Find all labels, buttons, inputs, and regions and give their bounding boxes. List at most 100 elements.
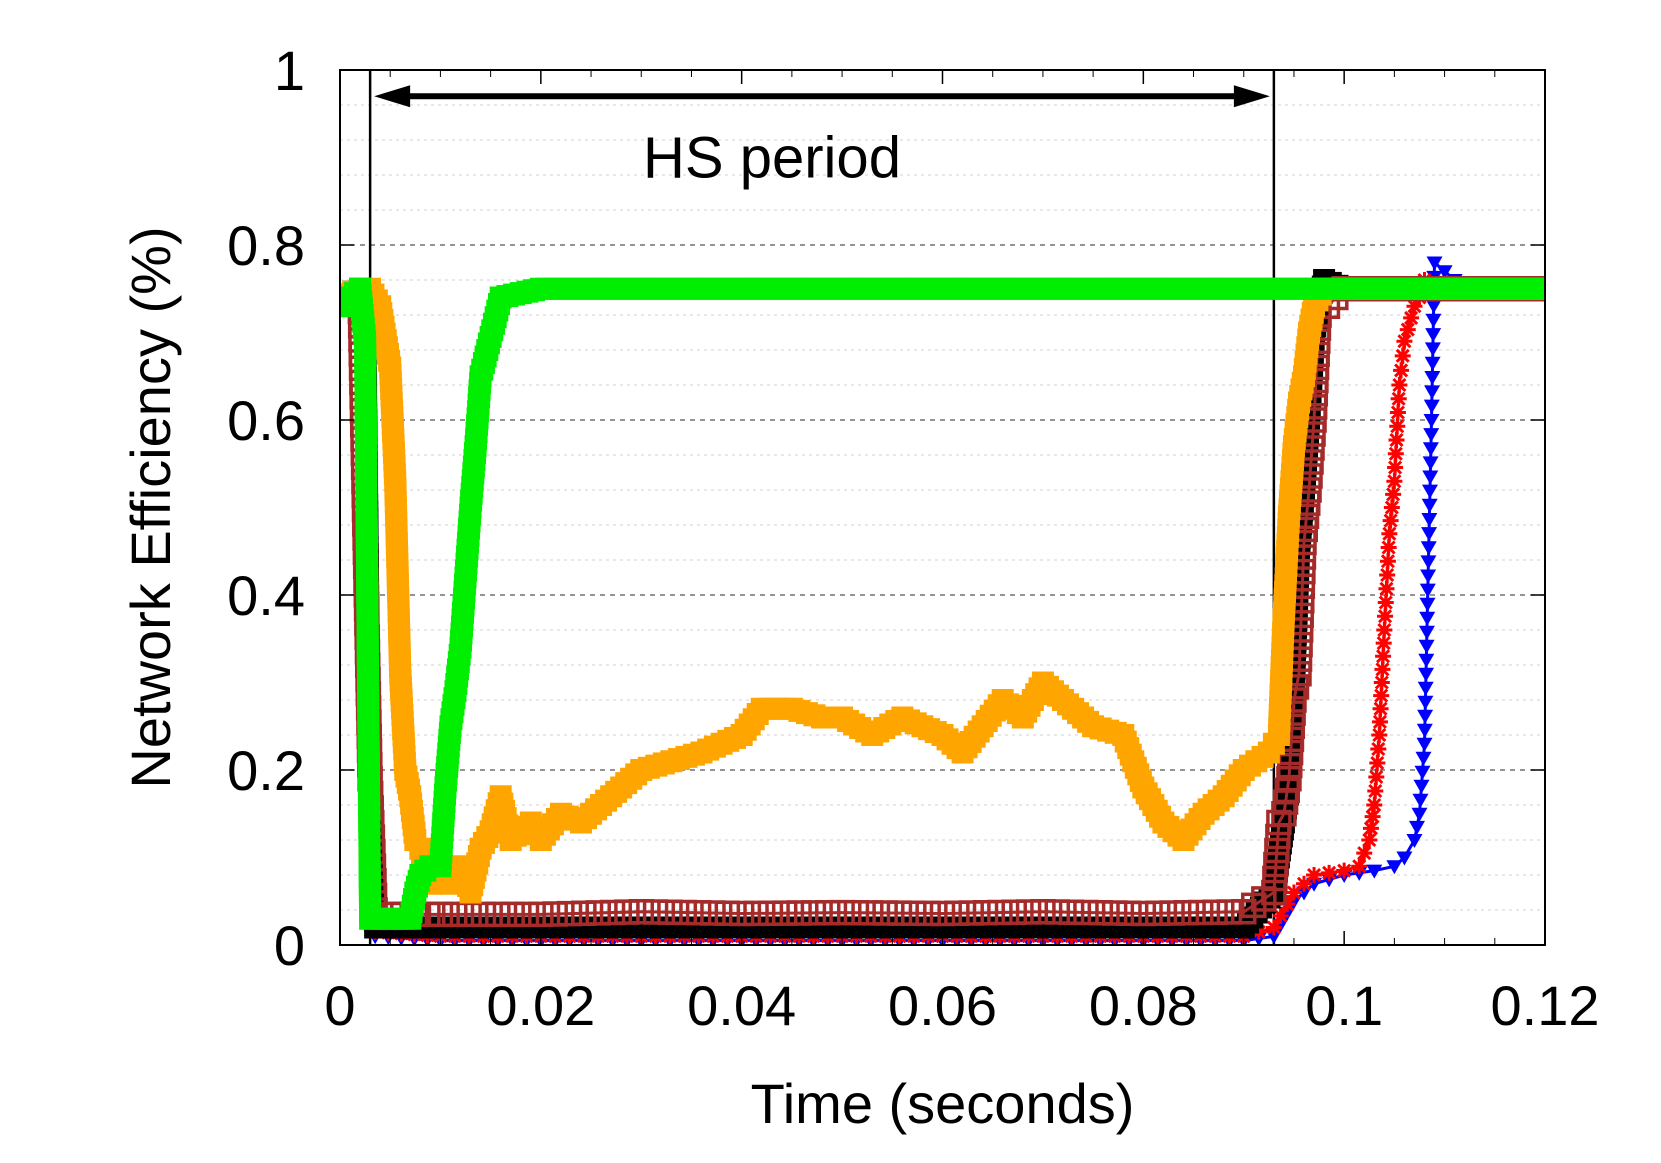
data-point bbox=[1416, 723, 1433, 738]
data-point bbox=[915, 900, 941, 927]
data-point bbox=[1418, 625, 1435, 640]
data-point bbox=[1367, 783, 1384, 799]
data-point bbox=[1425, 313, 1442, 328]
data-point bbox=[442, 901, 468, 928]
data-point bbox=[1262, 865, 1288, 892]
data-point bbox=[1421, 512, 1438, 527]
data-point bbox=[1396, 333, 1413, 350]
data-point bbox=[1373, 687, 1390, 704]
data-point bbox=[1417, 695, 1434, 710]
data-point bbox=[1379, 553, 1396, 570]
hs-period-label: HS period bbox=[643, 126, 901, 191]
data-point bbox=[1423, 399, 1440, 414]
data-point bbox=[1265, 930, 1282, 945]
data-point bbox=[1394, 347, 1411, 364]
data-point bbox=[1389, 404, 1406, 421]
data-point bbox=[1436, 265, 1453, 280]
data-point bbox=[1416, 737, 1433, 752]
data-point bbox=[1420, 555, 1437, 570]
data-point bbox=[1399, 321, 1416, 338]
x-tick-label: 0.06 bbox=[888, 974, 997, 1037]
data-point bbox=[1296, 875, 1312, 892]
data-point bbox=[1391, 377, 1408, 393]
data-point bbox=[1044, 899, 1071, 925]
data-point bbox=[1390, 390, 1407, 407]
data-point bbox=[987, 899, 1013, 926]
data-point bbox=[1385, 486, 1402, 503]
series-layer bbox=[340, 256, 1545, 945]
data-point bbox=[1361, 832, 1378, 848]
data-point bbox=[1375, 648, 1392, 665]
data-point bbox=[1413, 779, 1430, 794]
data-point bbox=[657, 899, 683, 925]
data-point bbox=[1425, 299, 1442, 314]
data-point bbox=[1202, 899, 1228, 925]
data-point bbox=[571, 900, 597, 926]
data-point bbox=[1351, 858, 1368, 875]
data-point bbox=[585, 900, 611, 926]
data-point bbox=[1388, 432, 1405, 448]
x-tick-label: 0.02 bbox=[486, 974, 595, 1037]
series-line bbox=[340, 287, 1545, 894]
data-point bbox=[1412, 793, 1429, 808]
data-point bbox=[1534, 277, 1545, 300]
data-point bbox=[700, 900, 726, 926]
data-point bbox=[1422, 470, 1439, 485]
data-point bbox=[599, 899, 626, 926]
data-point bbox=[1366, 864, 1383, 879]
grid bbox=[340, 104, 1545, 911]
y-tick-label: 0 bbox=[274, 914, 305, 977]
data-point bbox=[1387, 445, 1404, 462]
data-point bbox=[843, 900, 870, 926]
data-point bbox=[1419, 597, 1436, 612]
data-point bbox=[1116, 900, 1142, 926]
data-point bbox=[1386, 860, 1403, 875]
x-tick-label: 0.04 bbox=[687, 974, 796, 1037]
data-point bbox=[1423, 428, 1440, 443]
data-point bbox=[1422, 456, 1439, 471]
data-point bbox=[470, 901, 497, 928]
data-point bbox=[1406, 298, 1423, 315]
data-point bbox=[1418, 667, 1435, 682]
data-point bbox=[1144, 900, 1171, 926]
data-point bbox=[1376, 622, 1393, 638]
data-point bbox=[1418, 653, 1435, 668]
data-point bbox=[1421, 484, 1438, 499]
axis-ticks: 0 0.02 0.04 0.06 0.08 0.1 0.12 0 0.2 0.4 0.6 0.8 1 bbox=[227, 39, 1599, 1037]
data-point bbox=[1424, 342, 1441, 357]
hs-arrow-head-left bbox=[374, 85, 411, 108]
data-point bbox=[872, 900, 898, 926]
data-point bbox=[1336, 862, 1353, 879]
data-point bbox=[757, 900, 784, 926]
data-point bbox=[743, 900, 769, 927]
data-point bbox=[1375, 635, 1392, 652]
data-point bbox=[1187, 899, 1214, 926]
data-point bbox=[1356, 845, 1373, 862]
data-point bbox=[1378, 580, 1395, 597]
data-point bbox=[944, 900, 970, 926]
data-point bbox=[1422, 442, 1439, 457]
data-point bbox=[628, 899, 654, 925]
data-point bbox=[1424, 356, 1441, 371]
data-point bbox=[1371, 727, 1388, 743]
data-point bbox=[1261, 879, 1287, 906]
y-tick-label: 0.2 bbox=[227, 739, 305, 802]
x-tick-label: 0.08 bbox=[1089, 974, 1198, 1037]
data-point bbox=[1411, 807, 1428, 822]
data-point bbox=[786, 900, 812, 926]
data-point bbox=[929, 900, 956, 927]
data-point bbox=[1415, 751, 1432, 766]
y-tick-label: 0.8 bbox=[227, 214, 305, 277]
data-point bbox=[1321, 864, 1338, 881]
y-tick-label: 0.6 bbox=[227, 389, 305, 452]
data-point bbox=[1421, 527, 1438, 542]
data-point bbox=[1371, 713, 1388, 730]
data-point bbox=[1306, 867, 1323, 883]
data-point bbox=[1159, 900, 1185, 926]
data-point bbox=[513, 901, 540, 928]
data-point bbox=[1130, 900, 1157, 927]
data-point bbox=[1387, 459, 1404, 476]
data-point bbox=[1073, 899, 1099, 926]
x-tick-label: 0.12 bbox=[1491, 974, 1600, 1037]
